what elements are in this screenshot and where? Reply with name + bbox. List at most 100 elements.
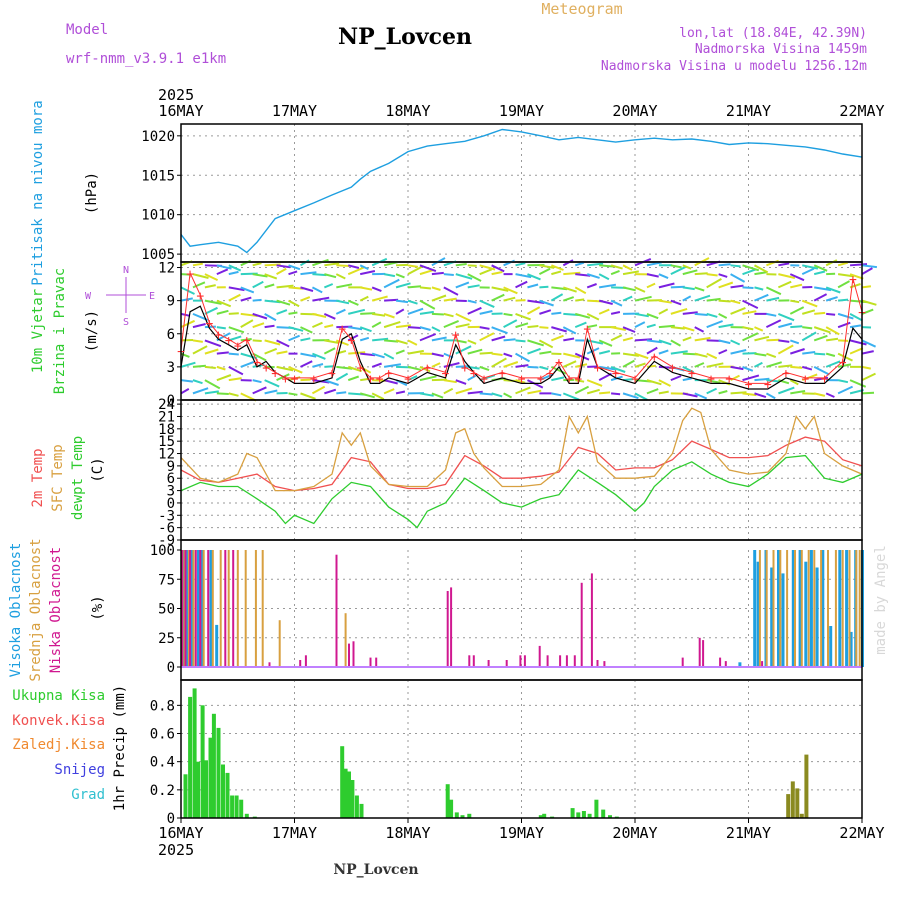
wind-barb xyxy=(622,264,633,271)
cloud-bar xyxy=(187,550,190,667)
wind-barb xyxy=(694,336,711,342)
wind-barb xyxy=(730,374,740,382)
cloud-bar xyxy=(268,662,271,667)
wind-barb xyxy=(264,389,278,395)
wind-barb xyxy=(562,296,575,302)
wind-barb xyxy=(252,352,267,362)
wind-barb xyxy=(312,296,330,302)
wind-barb xyxy=(323,312,336,320)
cloud-bar xyxy=(841,550,844,667)
wind-barb xyxy=(455,273,473,280)
wind-barb xyxy=(754,293,769,302)
wind-barb xyxy=(372,312,386,317)
y-tick-label: 0.6 xyxy=(150,727,175,743)
wind-barb xyxy=(479,264,496,271)
cloud-bar xyxy=(719,657,722,667)
y-tick-label: 24 xyxy=(158,397,175,413)
cloud-bar xyxy=(772,550,775,667)
wind-barb xyxy=(360,352,376,357)
wind-barb xyxy=(837,321,851,329)
wind-gust-marker: + xyxy=(310,372,318,387)
wind-gust-marker: + xyxy=(452,328,460,343)
cloud-bar xyxy=(777,550,780,667)
precip-bar xyxy=(608,815,612,818)
wind-barb xyxy=(240,360,255,368)
wind-barb xyxy=(383,312,395,319)
wind-barb xyxy=(383,352,395,360)
wind-barb xyxy=(718,323,734,329)
wind-barb xyxy=(861,285,872,289)
y-tick-label: 0 xyxy=(167,496,175,512)
wind-barb xyxy=(419,310,434,315)
wind-barb xyxy=(324,262,340,267)
wind-barb xyxy=(778,262,790,267)
wind-barb xyxy=(503,296,516,302)
cloud-bar xyxy=(565,655,568,667)
wind-barb xyxy=(479,365,490,372)
cloud-bar xyxy=(820,550,823,667)
cloud-bar xyxy=(827,550,829,667)
wind-barb xyxy=(312,321,323,329)
wind-barb xyxy=(515,280,528,289)
cloud-bar xyxy=(781,573,785,667)
wind-gust-marker: + xyxy=(442,366,450,381)
wind-barb xyxy=(539,299,554,307)
wind-barb xyxy=(384,298,399,302)
wind-barb xyxy=(658,390,669,395)
wind-barb xyxy=(455,379,467,385)
wind-barb xyxy=(718,390,728,395)
wind-gust-marker: + xyxy=(631,372,639,387)
wind-barb xyxy=(515,339,526,343)
wind-barb xyxy=(324,273,337,279)
wind-barb xyxy=(766,361,782,368)
plot-layer: 16MAY 16MAY 17MAY 17MAY 18MAY 18MAY 19MAY 19MAY… xyxy=(8,100,885,842)
wind-barb xyxy=(419,299,436,310)
wind-barb xyxy=(765,286,782,296)
wind-barb xyxy=(276,264,291,269)
wind-barb xyxy=(718,273,728,278)
wind-barb xyxy=(395,390,406,395)
precip-bar xyxy=(230,795,235,818)
wind-barb xyxy=(754,264,769,274)
wind-barb xyxy=(622,359,635,368)
wind-barb xyxy=(777,312,795,322)
wind-barb xyxy=(813,334,828,342)
wind-barb xyxy=(610,334,623,342)
wind-barb xyxy=(383,388,395,395)
wind-barb xyxy=(706,339,721,342)
wind-gust-marker: + xyxy=(707,372,715,387)
wind-barb xyxy=(575,273,591,277)
pressure-line xyxy=(180,128,863,254)
wind-barb xyxy=(551,334,564,342)
y-tick-label: 12 xyxy=(158,447,175,463)
wind-barb xyxy=(407,365,421,371)
wind-barb xyxy=(646,339,662,344)
pressure-axis-title: Pritisak na nivou mora xyxy=(30,100,46,285)
wind-barb xyxy=(324,379,339,386)
wind-barb xyxy=(467,264,477,267)
wind-barb xyxy=(610,269,620,276)
wind-barb xyxy=(790,325,803,329)
wind-barb xyxy=(694,312,708,316)
wind-barb xyxy=(276,365,294,372)
wind-barb xyxy=(467,348,483,355)
wind-barb xyxy=(324,339,340,344)
wind-barb xyxy=(634,392,648,401)
temp-2m-label: 2m Temp xyxy=(30,448,46,507)
wind-barb xyxy=(276,309,288,315)
wind-barb xyxy=(622,392,639,400)
wind-barb xyxy=(252,280,264,289)
wind-gust-marker: + xyxy=(821,372,829,387)
wind-barb xyxy=(455,263,467,267)
wind-barb xyxy=(252,322,265,329)
wind-barb xyxy=(455,323,470,329)
wind-gust-marker: + xyxy=(404,372,412,387)
wind-barb xyxy=(336,365,353,370)
precip-bar xyxy=(216,727,221,818)
wind-barb xyxy=(682,392,698,398)
x-tick-label-top: 17MAY xyxy=(272,102,317,120)
wind-barb xyxy=(336,299,350,305)
wind-barb xyxy=(347,375,360,382)
wind-barb xyxy=(312,363,324,368)
